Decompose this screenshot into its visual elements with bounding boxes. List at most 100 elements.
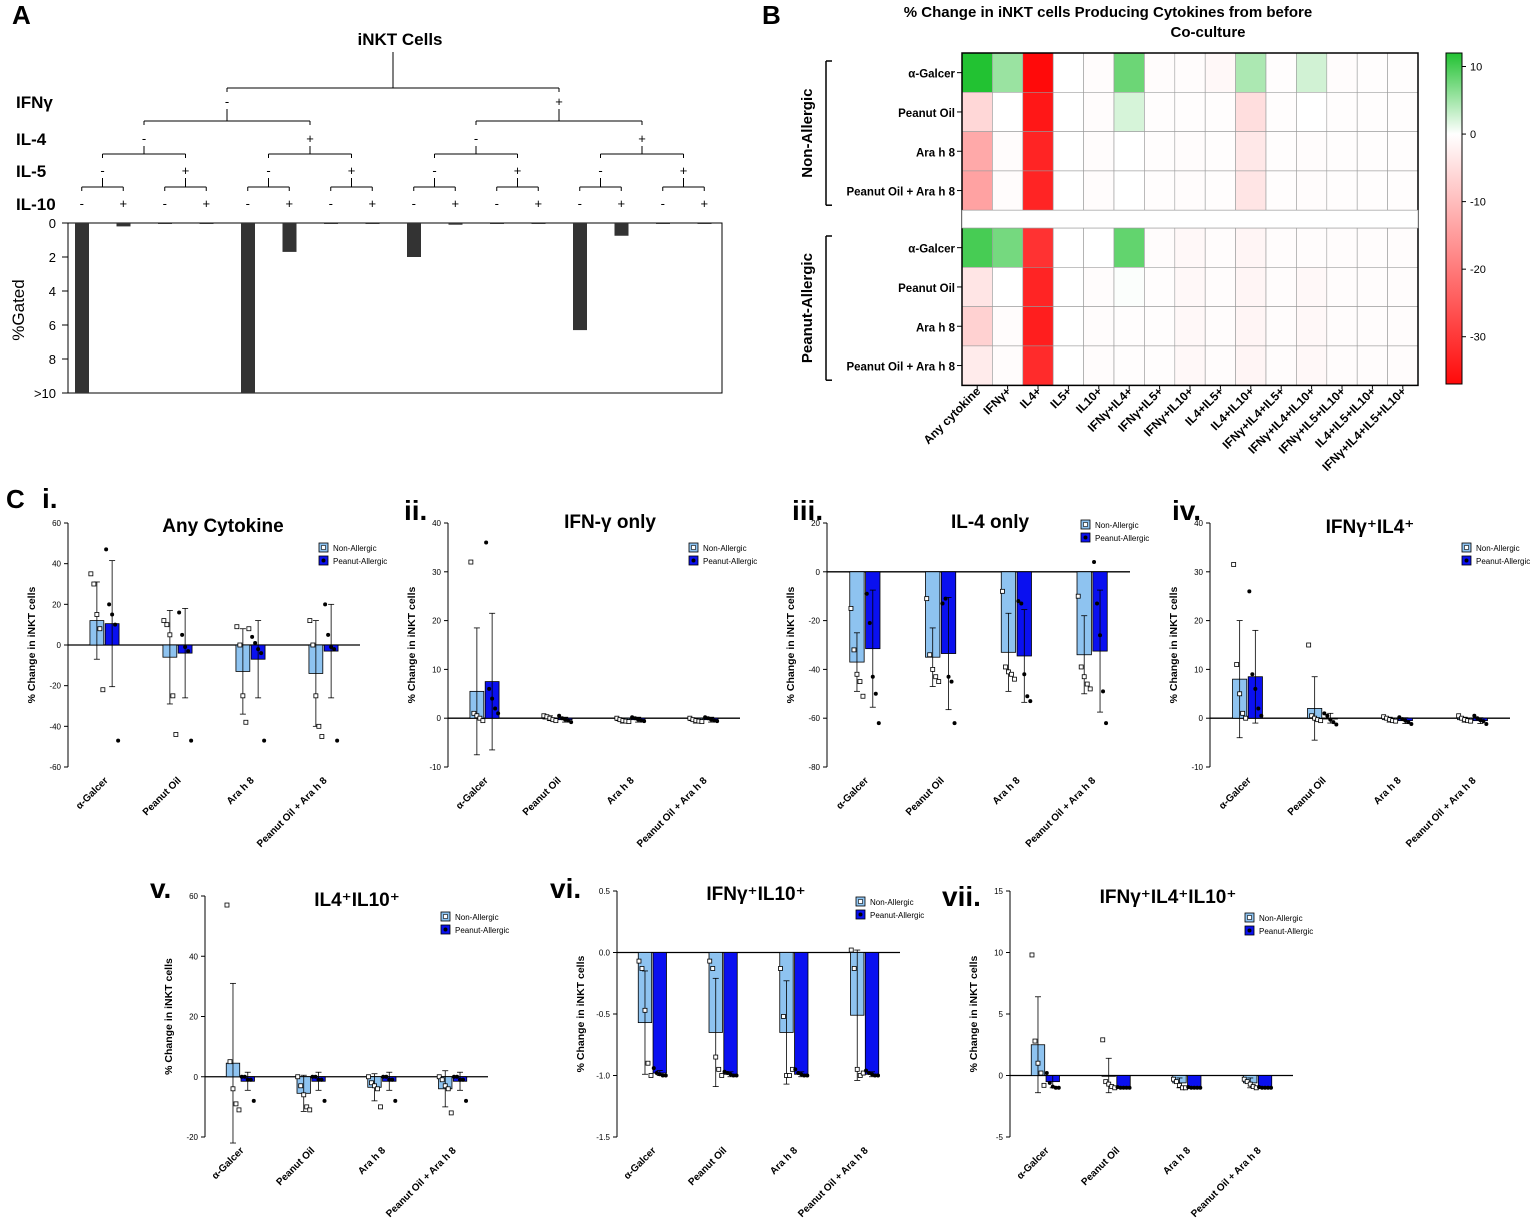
point-non-allergic bbox=[233, 1101, 239, 1107]
point-peanut-allergic bbox=[259, 651, 264, 656]
heatmap-cell bbox=[1174, 306, 1206, 347]
point-peanut-allergic bbox=[949, 679, 954, 684]
point-peanut-allergic bbox=[1092, 560, 1097, 565]
bar-a bbox=[697, 223, 712, 224]
subpanel-label-C-i: i. bbox=[42, 483, 58, 514]
sign-plus: + bbox=[368, 196, 376, 211]
heatmap-cell bbox=[1144, 227, 1176, 268]
y-tick-label: 0 bbox=[816, 568, 821, 577]
point-peanut-allergic bbox=[725, 1071, 730, 1076]
point-peanut-allergic bbox=[250, 634, 255, 639]
category-label: α-Galcer bbox=[454, 775, 491, 812]
point-non-allergic bbox=[1012, 676, 1017, 682]
sign-minus: - bbox=[495, 196, 499, 211]
point-non-allergic bbox=[161, 618, 167, 623]
heatmap-cell bbox=[1174, 131, 1206, 172]
heatmap-cell bbox=[1235, 266, 1267, 307]
heatmap-cell bbox=[1265, 266, 1297, 307]
colorbar-tick-label: -30 bbox=[1470, 332, 1486, 344]
heatmap-cell bbox=[1296, 306, 1328, 347]
bar-a bbox=[324, 223, 338, 224]
heatmap-cell bbox=[1113, 306, 1145, 347]
heatmap-cell bbox=[1235, 345, 1267, 386]
point-non-allergic bbox=[474, 713, 480, 719]
category-label: α-Galcer bbox=[1217, 775, 1254, 812]
point-non-allergic bbox=[295, 1074, 301, 1080]
point-peanut-allergic bbox=[1056, 1085, 1061, 1090]
point-non-allergic bbox=[699, 719, 705, 725]
heatmap-row-label: Peanut Oil bbox=[898, 283, 955, 295]
point-peanut-allergic bbox=[566, 718, 571, 723]
legend-point-peanut-allergic bbox=[1247, 928, 1252, 933]
heatmap-cell bbox=[1083, 52, 1115, 93]
point-non-allergic bbox=[170, 693, 176, 699]
panel-a-ylabel: %Gated bbox=[9, 279, 28, 340]
heatmap-cell bbox=[961, 345, 993, 386]
point-peanut-allergic bbox=[256, 647, 261, 652]
point-non-allergic bbox=[1234, 662, 1240, 667]
point-peanut-allergic bbox=[248, 1077, 253, 1082]
heatmap-cell bbox=[1113, 52, 1145, 93]
heatmap-cell bbox=[1052, 266, 1084, 307]
heatmap-cell bbox=[1387, 52, 1419, 93]
heatmap-cell bbox=[1356, 227, 1388, 268]
bar-a bbox=[116, 223, 131, 227]
heatmap-title-1: % Change in iNKT cells Producing Cytokin… bbox=[904, 4, 1312, 21]
point-peanut-allergic bbox=[867, 621, 872, 626]
category-label: Peanut Oil bbox=[1286, 775, 1329, 818]
point-peanut-allergic bbox=[569, 720, 574, 725]
legend-label-non-allergic: Non-Allergic bbox=[870, 898, 914, 907]
legend-label-non-allergic: Non-Allergic bbox=[455, 913, 499, 922]
point-peanut-allergic bbox=[805, 1073, 810, 1078]
legend-point-non-allergic bbox=[858, 899, 863, 904]
point-non-allergic bbox=[240, 693, 246, 699]
y-tick-label: -1.5 bbox=[596, 1133, 610, 1142]
point-non-allergic bbox=[1075, 593, 1081, 599]
point-peanut-allergic bbox=[1475, 716, 1480, 721]
category-label: α-Galcer bbox=[74, 775, 111, 812]
colorbar-tick-label: 0 bbox=[1470, 129, 1476, 141]
point-peanut-allergic bbox=[1263, 1085, 1268, 1090]
point-non-allergic bbox=[707, 958, 713, 964]
point-non-allergic bbox=[439, 1077, 445, 1083]
heatmap-cell bbox=[1204, 345, 1236, 386]
point-peanut-allergic bbox=[712, 718, 717, 723]
y-tick-label: 4 bbox=[49, 284, 56, 299]
heatmap-cell bbox=[1083, 92, 1115, 132]
y-tick-label: 20 bbox=[189, 1013, 198, 1022]
y-tick-label: 20 bbox=[52, 600, 61, 609]
bar-peanut-allergic bbox=[794, 952, 809, 1075]
sign-minus: - bbox=[598, 163, 602, 178]
point-peanut-allergic bbox=[239, 1074, 244, 1079]
y-tick-label: 60 bbox=[52, 519, 61, 528]
heatmap-cell bbox=[1144, 266, 1176, 307]
point-non-allergic bbox=[857, 679, 863, 684]
category-label: Peanut Oil + Ara h 8 bbox=[1024, 775, 1099, 850]
point-peanut-allergic bbox=[1189, 1085, 1194, 1090]
y-tick-label: 0 bbox=[1199, 714, 1204, 723]
heatmap-cell bbox=[1022, 266, 1054, 307]
point-peanut-allergic bbox=[876, 721, 881, 726]
y-tick-label: 8 bbox=[49, 352, 56, 367]
y-tick-label: 5 bbox=[999, 1010, 1004, 1019]
heatmap-cell bbox=[1022, 345, 1054, 386]
legend-point-non-allergic bbox=[1247, 915, 1252, 920]
heatmap-cell bbox=[1052, 170, 1084, 211]
point-non-allergic bbox=[91, 581, 97, 587]
point-non-allergic bbox=[316, 723, 322, 729]
point-peanut-allergic bbox=[1250, 672, 1255, 677]
heatmap-cell bbox=[1052, 227, 1084, 268]
point-peanut-allergic bbox=[1334, 722, 1339, 727]
legend-point-peanut-allergic bbox=[858, 912, 863, 917]
colorbar-tick-label: -10 bbox=[1470, 197, 1486, 209]
point-peanut-allergic bbox=[1127, 1085, 1132, 1090]
sign-plus: + bbox=[514, 163, 522, 178]
heatmap-cell bbox=[1326, 170, 1358, 211]
y-tick-label: -0.5 bbox=[596, 1010, 610, 1019]
point-peanut-allergic bbox=[1050, 1084, 1055, 1089]
point-peanut-allergic bbox=[116, 738, 121, 743]
category-label: Peanut Oil + Ara h 8 bbox=[796, 1145, 871, 1220]
heatmap-cell bbox=[1356, 345, 1388, 386]
heatmap-cell bbox=[992, 52, 1024, 93]
point-non-allergic bbox=[1003, 664, 1008, 670]
